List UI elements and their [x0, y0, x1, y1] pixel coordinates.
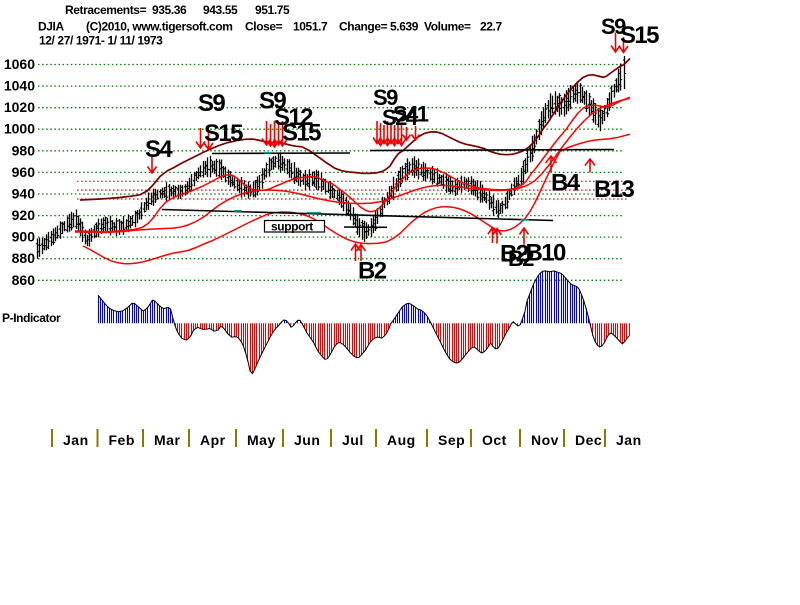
- svg-text:DJIA(C)2010, www.tigersoft.com: DJIA (C)2010, www.tigersoft.com Close= 1051…: [38, 20, 502, 34]
- svg-text:Apr: Apr: [200, 432, 226, 448]
- svg-text:Nov: Nov: [531, 432, 559, 448]
- svg-text:S9: S9: [259, 88, 286, 115]
- svg-text:1020: 1020: [4, 99, 35, 115]
- svg-text:960: 960: [12, 164, 36, 180]
- svg-text:S9: S9: [601, 14, 626, 39]
- svg-text:Dec: Dec: [575, 432, 602, 448]
- svg-text:P-Indicator: P-Indicator: [2, 311, 61, 325]
- svg-text:Mar: Mar: [154, 432, 180, 448]
- svg-text:B10: B10: [526, 240, 566, 267]
- svg-text:880: 880: [12, 250, 36, 266]
- svg-text:B4: B4: [551, 170, 581, 197]
- svg-text:Aug: Aug: [387, 432, 416, 448]
- svg-text:S15: S15: [204, 120, 243, 147]
- svg-text:980: 980: [12, 142, 36, 158]
- svg-text:support: support: [271, 220, 313, 234]
- svg-text:1060: 1060: [4, 56, 35, 72]
- svg-text:S12: S12: [274, 104, 313, 131]
- svg-text:S24: S24: [382, 105, 419, 130]
- svg-text:1040: 1040: [4, 78, 35, 94]
- svg-text:Jun: Jun: [294, 432, 320, 448]
- svg-text:940: 940: [12, 186, 36, 202]
- svg-text:B2: B2: [358, 258, 387, 285]
- svg-text:S15: S15: [282, 120, 321, 147]
- svg-text:Feb: Feb: [109, 432, 135, 448]
- svg-text:860: 860: [12, 272, 36, 288]
- svg-text:920: 920: [12, 207, 36, 223]
- svg-text:Jan: Jan: [63, 432, 89, 448]
- svg-text:Jul: Jul: [342, 432, 364, 448]
- svg-text:May: May: [247, 432, 276, 448]
- svg-text:12/ 27/ 1971- 1/ 11/ 1973: 12/ 27/ 1971- 1/ 11/ 1973: [39, 34, 163, 48]
- svg-text:900: 900: [12, 229, 36, 245]
- svg-text:B2: B2: [508, 246, 534, 271]
- svg-text:S4: S4: [145, 136, 173, 163]
- svg-text:Jan: Jan: [616, 432, 642, 448]
- svg-text:B13: B13: [594, 176, 634, 203]
- svg-text:Sep: Sep: [438, 432, 465, 448]
- svg-text:S15: S15: [620, 22, 659, 49]
- svg-text:S9: S9: [373, 85, 398, 110]
- svg-text:S9: S9: [198, 90, 225, 117]
- svg-text:B2: B2: [500, 241, 529, 268]
- svg-text:Oct: Oct: [482, 432, 507, 448]
- svg-text:S41: S41: [393, 102, 429, 127]
- svg-text:1000: 1000: [4, 121, 35, 137]
